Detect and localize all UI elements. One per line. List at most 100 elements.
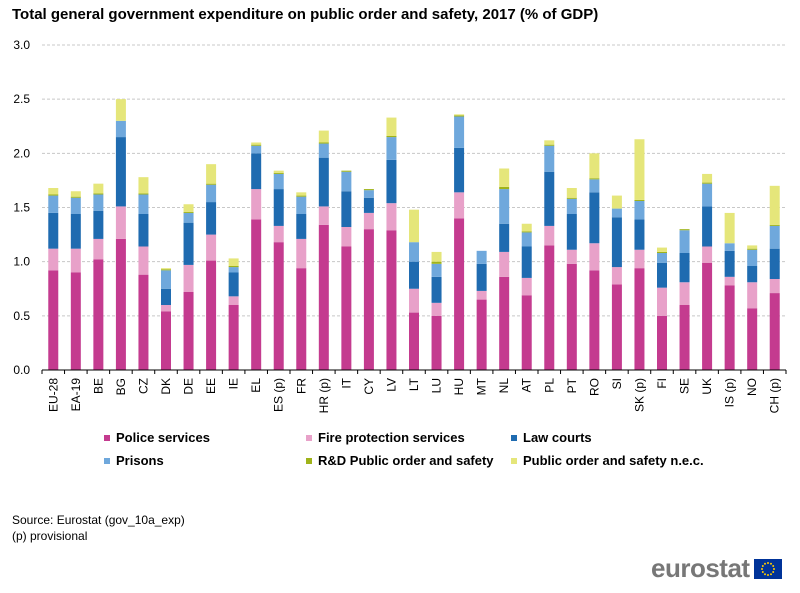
bar-segment-prisons-se [679, 230, 690, 253]
x-tick-label: PL [542, 378, 556, 393]
bar-segment-law-courts-ch-p [769, 248, 780, 279]
eurostat-logo: eurostat [651, 553, 782, 584]
bar-segment-police-services-be [93, 259, 104, 370]
bar-segment-police-services-el [251, 219, 262, 370]
bar-segment-law-courts-fr [296, 214, 307, 239]
bar-segment-fire-protection-services-hu [454, 192, 465, 219]
bar-segment-fire-protection-services-de [183, 264, 194, 292]
bar-segment-law-courts-pl [544, 171, 555, 226]
bar-segment-public-order-and-safety-n-e-c-si [611, 195, 622, 209]
bar-segment-law-courts-el [251, 153, 262, 190]
bar-segment-police-services-si [611, 284, 622, 370]
bar-segment-public-order-and-safety-n-e-c-sk-p [634, 139, 645, 200]
bar-segment-fire-protection-services-ee [206, 234, 217, 261]
bar-segment-police-services-ee [206, 260, 217, 370]
bar-segment-prisons-no [747, 249, 758, 266]
bar-segment-public-order-and-safety-n-e-c-pt [566, 188, 577, 198]
bar-segment-prisons-sk-p [634, 201, 645, 220]
x-tick-label: SE [678, 378, 692, 394]
bar-segment-fire-protection-services-eu-28 [48, 248, 59, 271]
bar-segment-law-courts-sk-p [634, 219, 645, 250]
bar-segment-law-courts-it [341, 191, 352, 227]
x-tick-label: CH (p) [768, 378, 782, 413]
logo-text: eurostat [651, 553, 750, 583]
bar-segment-police-services-pt [566, 263, 577, 370]
x-tick-label: ES (p) [272, 378, 286, 412]
bar-segment-fire-protection-services-es-p [273, 225, 284, 243]
bar-segment-r-d-public-order-and-safety-fr [296, 195, 307, 197]
bar-segment-police-services-mt [476, 299, 487, 370]
bar-segment-public-order-and-safety-n-e-c-fr [296, 192, 307, 196]
x-tick-label: EE [204, 378, 218, 394]
bar-segment-r-d-public-order-and-safety-ch-p [769, 224, 780, 226]
bar-segment-r-d-public-order-and-safety-lu [431, 261, 442, 264]
bar-segment-prisons-dk [161, 270, 171, 289]
bar-segment-fire-protection-services-fi [657, 287, 667, 316]
bar-segment-fire-protection-services-hr-p [318, 206, 329, 225]
bar-segment-police-services-es-p [273, 242, 284, 370]
bar-segment-r-d-public-order-and-safety-ea-19 [70, 196, 81, 198]
bar-segment-fire-protection-services-mt [476, 290, 487, 300]
x-tick-label: RO [587, 378, 601, 396]
bar-segment-police-services-cz [138, 274, 149, 370]
bar-segment-law-courts-ea-19 [70, 214, 81, 249]
bar-segment-prisons-cy [363, 190, 374, 198]
bar-segment-law-courts-fi [657, 262, 667, 288]
bar-segment-police-services-ie [228, 305, 239, 370]
bar-segment-prisons-lv [386, 137, 397, 160]
bar-segment-r-d-public-order-and-safety-lv [386, 136, 397, 138]
bar-segment-police-services-is-p [724, 285, 735, 370]
bar-segment-prisons-is-p [724, 243, 735, 251]
bar-segment-fire-protection-services-ch-p [769, 279, 780, 294]
bar-segment-prisons-ee [206, 184, 217, 203]
bar-segment-law-courts-at [521, 246, 532, 278]
x-tick-label: LT [407, 377, 421, 391]
bar-segment-fire-protection-services-el [251, 189, 262, 220]
bar-segment-public-order-and-safety-n-e-c-hr-p [318, 130, 329, 143]
bar-segment-r-d-public-order-and-safety-ro [589, 178, 600, 180]
x-tick-label: EU-28 [46, 378, 60, 412]
bar-segment-r-d-public-order-and-safety-it [341, 170, 352, 172]
bar-segment-prisons-el [251, 145, 262, 154]
bar-segment-public-order-and-safety-n-e-c-is-p [724, 212, 735, 244]
bar-segment-public-order-and-safety-n-e-c-el [251, 142, 262, 145]
bar-segment-police-services-lv [386, 230, 397, 370]
x-tick-label: DE [182, 378, 196, 395]
bar-segment-public-order-and-safety-n-e-c-lt [409, 209, 419, 243]
bar-segment-prisons-fr [296, 196, 307, 214]
chart-title: Total general government expenditure on … [12, 6, 599, 23]
bar-segment-prisons-de [183, 212, 194, 223]
y-tick-label: 2.5 [13, 92, 30, 106]
x-tick-label: CZ [136, 378, 150, 394]
bar-segment-r-d-public-order-and-safety-es-p [273, 172, 284, 174]
bar-segment-police-services-no [747, 308, 758, 370]
bar-segment-fire-protection-services-sk-p [634, 249, 645, 269]
bar-segment-law-courts-lt [409, 261, 419, 289]
bar-segment-r-d-public-order-and-safety-el [251, 144, 262, 146]
bar-segment-prisons-ch-p [769, 225, 780, 249]
bar-segment-police-services-at [521, 295, 532, 370]
bar-segment-r-d-public-order-and-safety-at [521, 231, 532, 233]
bar-segment-public-order-and-safety-n-e-c-hu [454, 114, 465, 116]
bar-segment-police-services-ea-19 [70, 272, 81, 370]
bar-segment-law-courts-cz [138, 214, 149, 247]
x-tick-label: AT [520, 377, 534, 392]
bar-segment-prisons-pl [544, 145, 555, 172]
bar-segment-public-order-and-safety-n-e-c-no [747, 245, 758, 249]
bar-segment-prisons-lu [431, 263, 442, 277]
bar-segment-police-services-hu [454, 218, 465, 370]
bar-segment-police-services-lt [409, 312, 419, 370]
x-tick-label: DK [159, 378, 173, 395]
bar-segment-law-courts-uk [702, 206, 713, 247]
bar-segment-r-d-public-order-and-safety-cy [363, 189, 374, 191]
x-tick-label: LU [430, 378, 444, 393]
x-tick-label: LV [384, 378, 398, 392]
bar-segment-prisons-lt [409, 242, 419, 262]
bar-segment-law-courts-es-p [273, 189, 284, 226]
bar-segment-r-d-public-order-and-safety-ie [228, 266, 239, 268]
x-tick-label: NL [497, 378, 511, 394]
bar-segment-police-services-eu-28 [48, 270, 59, 370]
bar-segment-law-courts-pt [566, 214, 577, 250]
bar-segment-prisons-be [93, 194, 104, 211]
bar-segment-fire-protection-services-bg [115, 206, 126, 239]
